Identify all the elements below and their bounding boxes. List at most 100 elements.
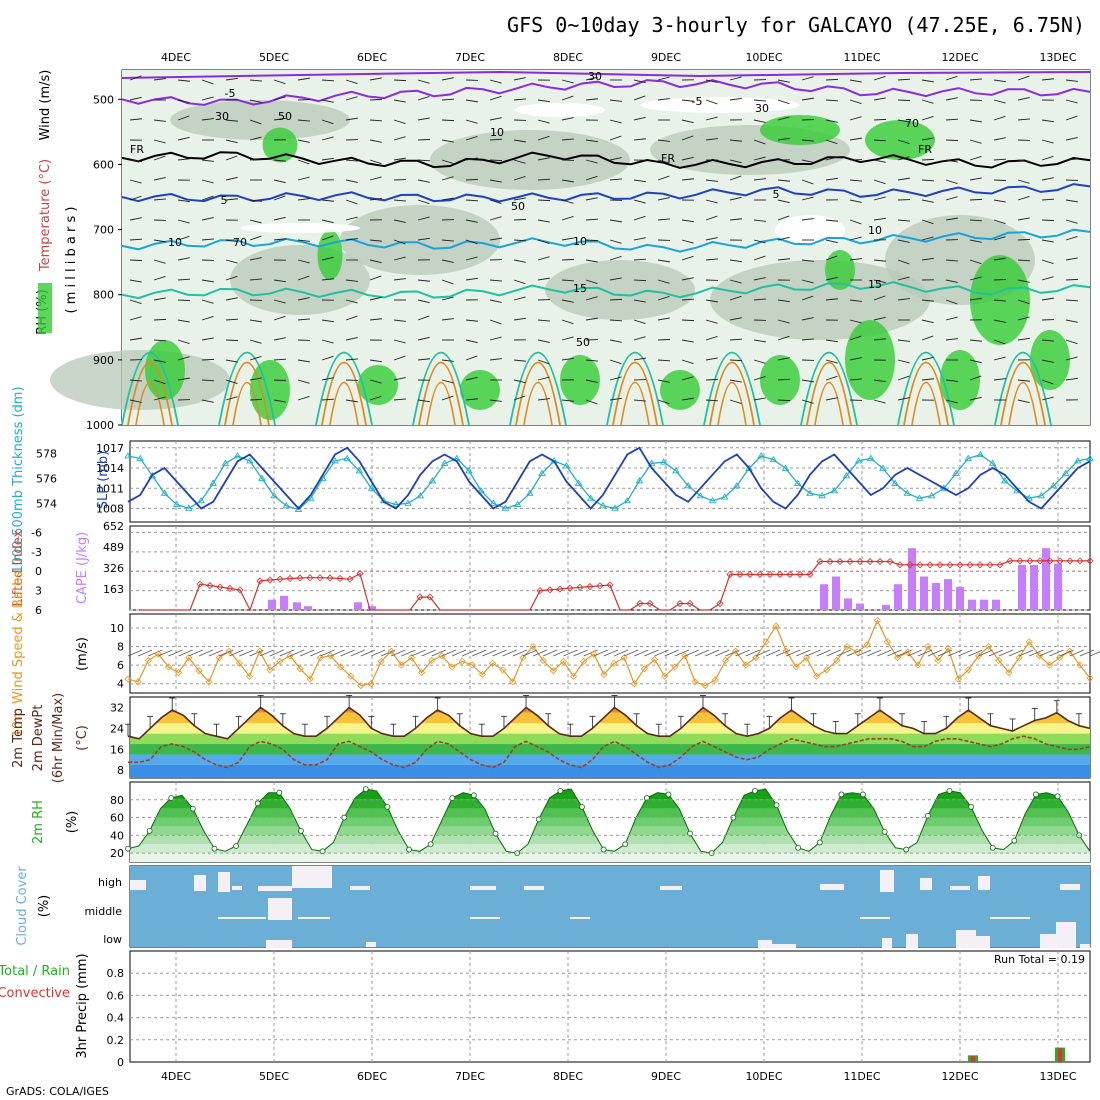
wind-barb bbox=[225, 359, 238, 363]
wind-barb bbox=[1041, 297, 1054, 301]
wind-barb bbox=[153, 239, 166, 243]
wind-barb bbox=[393, 398, 406, 401]
lifted-index-point bbox=[676, 599, 684, 608]
humidity-area bbox=[970, 255, 1030, 345]
precip-panel: 0 0.2 0.4 0.6 0.8 bbox=[107, 967, 1090, 1069]
date-label: 5DEC bbox=[259, 1070, 289, 1083]
wind-barb bbox=[441, 176, 454, 181]
lifted-index-point bbox=[1036, 557, 1044, 565]
thickness-point bbox=[1037, 491, 1046, 499]
wind-barb bbox=[1065, 356, 1078, 361]
wind-barb bbox=[681, 156, 694, 161]
wind-barb bbox=[684, 649, 700, 657]
footer-credit: GrADS: COLA/IGES bbox=[6, 1085, 109, 1098]
wind-barb bbox=[489, 179, 502, 183]
wind-speed-point bbox=[681, 652, 689, 660]
lifted-index-point bbox=[316, 574, 324, 582]
wind-barb bbox=[849, 99, 862, 104]
wind-barb bbox=[177, 115, 190, 121]
cloud-block bbox=[660, 886, 682, 890]
isotherm-20 bbox=[994, 351, 1052, 426]
wind-speed-point bbox=[580, 657, 588, 665]
wind-barb bbox=[391, 649, 406, 657]
wind-barb bbox=[321, 99, 334, 103]
wind-barb bbox=[225, 119, 238, 122]
wind-barb bbox=[561, 179, 574, 183]
wind-barb bbox=[657, 399, 670, 405]
wind-barb bbox=[585, 239, 599, 242]
lifted-index-point bbox=[1086, 557, 1094, 565]
wind-barb bbox=[513, 159, 526, 164]
wind-speed-point bbox=[337, 663, 345, 671]
wind-barb bbox=[229, 649, 244, 657]
wind-barb bbox=[1041, 396, 1054, 401]
cape-bar bbox=[742, 609, 750, 610]
cape-bar bbox=[844, 598, 852, 610]
thickness-point bbox=[976, 450, 985, 458]
date-label: 4DEC bbox=[161, 51, 191, 64]
wind-barb bbox=[321, 157, 334, 161]
isotherm-30 bbox=[426, 381, 456, 426]
wind-barb bbox=[988, 649, 1003, 657]
thickness-point bbox=[1049, 481, 1058, 489]
wind-barb bbox=[153, 359, 166, 363]
thickness-point bbox=[647, 459, 656, 466]
wind-barb bbox=[321, 256, 334, 261]
wind-barb bbox=[279, 649, 295, 657]
cloud-block bbox=[366, 942, 376, 947]
wind-barb bbox=[856, 649, 872, 657]
wind-barb bbox=[801, 399, 814, 404]
wind-barb bbox=[345, 399, 358, 403]
wind-speed-point bbox=[995, 656, 1003, 665]
rh-band bbox=[130, 826, 1090, 836]
lifted-index-point bbox=[1056, 557, 1064, 565]
cloud-block bbox=[1060, 884, 1080, 890]
wind-barb bbox=[705, 215, 718, 221]
wind-barb bbox=[273, 195, 286, 201]
wind-barb bbox=[921, 179, 935, 182]
top-date-axis: 4DEC 5DEC 6DEC 7DEC 8DEC 9DEC 10DEC 11DEC 12DEC 1… bbox=[161, 51, 1077, 64]
wind-barb bbox=[249, 99, 262, 103]
contour-label: FR bbox=[130, 143, 144, 156]
thickness-tick: 574 bbox=[36, 497, 57, 510]
wind-barb bbox=[273, 299, 286, 304]
wind-barb bbox=[735, 649, 750, 657]
wind-barb bbox=[465, 277, 478, 281]
wind-barb bbox=[849, 258, 862, 261]
thickness-point bbox=[392, 500, 400, 508]
wind-barb bbox=[201, 118, 214, 121]
isotherm-25 bbox=[1000, 361, 1046, 426]
wind-barb bbox=[585, 399, 598, 405]
wind-speed-point bbox=[711, 676, 719, 684]
wind-barb bbox=[806, 649, 821, 657]
lifted-index-point bbox=[856, 557, 864, 566]
lifted-index-point bbox=[576, 583, 584, 591]
wind-barb bbox=[777, 378, 791, 381]
wind-barb bbox=[513, 239, 527, 242]
ylabel-thickness: 1000-500mb Thickness (dm) bbox=[11, 386, 26, 573]
wind-barb bbox=[1018, 649, 1034, 657]
wind-barb bbox=[786, 649, 801, 657]
wind-barb bbox=[927, 649, 943, 657]
wind-barb bbox=[441, 296, 454, 301]
wind-barb bbox=[657, 338, 671, 341]
wind-barb bbox=[609, 339, 622, 343]
wind-barb bbox=[201, 337, 214, 341]
isotherm-25 bbox=[127, 361, 173, 426]
wind-barb bbox=[177, 356, 190, 361]
contour-label: 10 bbox=[168, 236, 182, 249]
isotherm-25 bbox=[903, 361, 949, 426]
contour-label: 30 bbox=[755, 102, 769, 115]
wind-barb bbox=[897, 99, 911, 102]
wind-speed-point bbox=[813, 672, 821, 680]
rh-point bbox=[406, 846, 412, 853]
wind-barb bbox=[345, 199, 358, 205]
cape-bar bbox=[920, 576, 928, 610]
thickness-point bbox=[404, 499, 412, 506]
wind-barb bbox=[537, 99, 550, 103]
wind-barb bbox=[259, 649, 274, 657]
rh-point bbox=[579, 803, 585, 810]
wind-barb bbox=[945, 379, 958, 382]
wind-barb bbox=[1041, 119, 1054, 123]
rh-point bbox=[838, 791, 845, 798]
